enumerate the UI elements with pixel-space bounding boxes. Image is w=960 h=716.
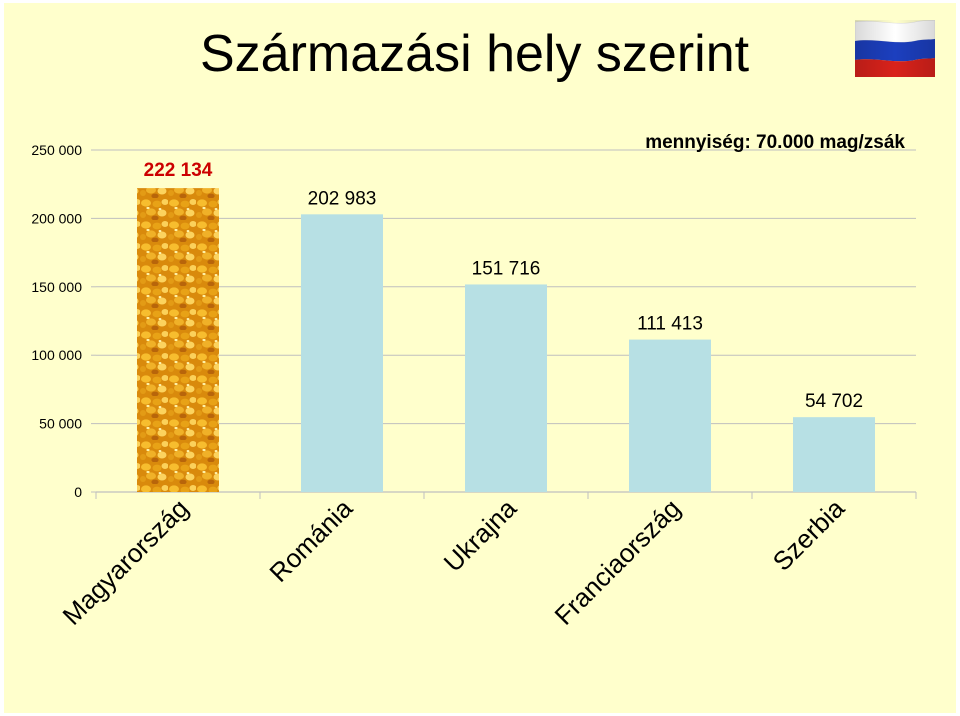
bar [465, 284, 547, 492]
bar-highlighted-corn [137, 188, 219, 493]
x-tick-label: Franciaország [549, 493, 687, 631]
x-tick-label: Ukrajna [438, 493, 523, 578]
x-tick-label: Magyarország [57, 493, 195, 631]
y-tick-label: 50 000 [39, 416, 82, 432]
bar-value-label: 222 134 [144, 160, 213, 181]
y-tick-label: 200 000 [31, 210, 82, 226]
x-tick-label: Szerbia [767, 493, 851, 577]
bar-value-label: 202 983 [308, 188, 377, 209]
y-tick-label: 250 000 [31, 142, 82, 158]
bar [793, 417, 875, 492]
bar [629, 339, 711, 492]
y-tick-label: 150 000 [31, 279, 82, 295]
bar [301, 214, 383, 492]
russian-flag-icon [855, 20, 935, 77]
x-tick-label: Románia [263, 493, 358, 588]
y-tick-label: 0 [74, 484, 82, 500]
bar-value-label: 151 716 [472, 258, 541, 279]
y-tick-label: 100 000 [31, 347, 82, 363]
bar-value-label: 111 413 [637, 314, 703, 335]
bar-value-label: 54 702 [805, 391, 863, 412]
chart-annotation: mennyiség: 70.000 mag/zsák [645, 132, 905, 153]
page-title: Származási hely szerint [200, 25, 750, 83]
